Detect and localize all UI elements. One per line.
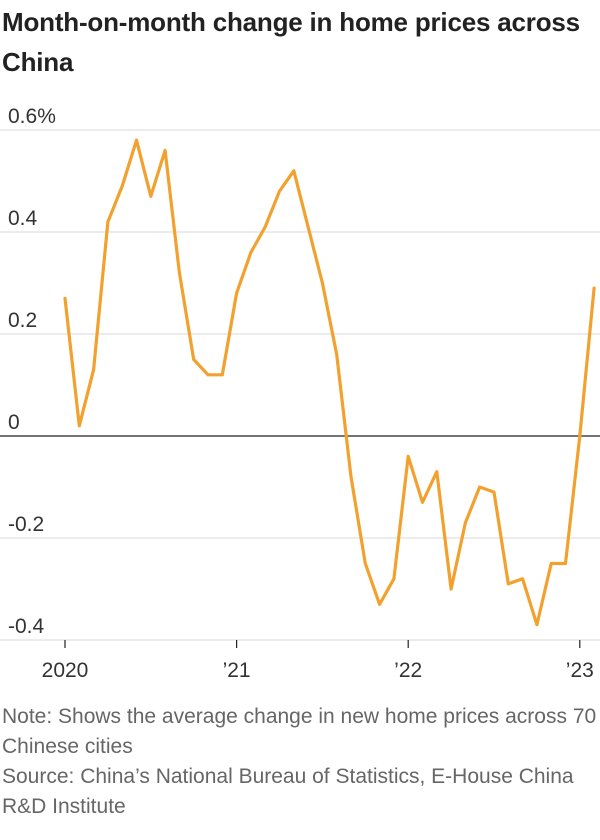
y-tick-label: 0.4 bbox=[8, 207, 38, 230]
data-point-2022-01 bbox=[407, 455, 410, 458]
data-point-2021-11 bbox=[378, 603, 381, 606]
data-point-2020-02 bbox=[78, 424, 81, 427]
y-tick-label: 0 bbox=[8, 411, 20, 434]
data-point-2020-11 bbox=[207, 373, 210, 376]
data-point-2023-01 bbox=[578, 435, 581, 438]
data-point-2021-01 bbox=[235, 292, 238, 295]
data-point-2022-04 bbox=[450, 588, 453, 591]
data-point-2022-05 bbox=[464, 521, 467, 524]
gridlines bbox=[0, 129, 600, 641]
data-point-2022-02 bbox=[421, 501, 424, 504]
data-point-2022-07 bbox=[493, 491, 496, 494]
x-tick-label: ’23 bbox=[566, 659, 594, 682]
data-point-2021-12 bbox=[392, 577, 395, 580]
data-point-2022-08 bbox=[507, 582, 510, 585]
line-chart: 0.6% 0.4 0.2 0 -0.2 -0.4 2020 ’21 ’22 ’23 bbox=[0, 105, 600, 682]
series-line bbox=[63, 138, 596, 627]
data-points bbox=[64, 139, 596, 627]
data-point-2020-07 bbox=[149, 195, 152, 198]
data-point-2020-03 bbox=[92, 368, 95, 371]
data-point-2020-05 bbox=[121, 185, 124, 188]
y-tick-label: 0.2 bbox=[8, 309, 37, 332]
data-point-2020-09 bbox=[178, 271, 181, 274]
y-tick-label: -0.4 bbox=[8, 615, 45, 638]
data-point-2021-02 bbox=[249, 251, 252, 254]
data-point-2021-08 bbox=[335, 353, 338, 356]
y-tick-label: -0.2 bbox=[8, 513, 44, 536]
data-point-2021-10 bbox=[364, 562, 367, 565]
data-point-2020-01 bbox=[64, 297, 67, 300]
data-point-2020-04 bbox=[106, 220, 109, 223]
data-point-2022-10 bbox=[535, 623, 538, 626]
data-point-2021-04 bbox=[278, 190, 281, 193]
data-point-2022-12 bbox=[564, 562, 567, 565]
x-tick-label: 2020 bbox=[42, 659, 89, 682]
chart-title: Month-on-month change in home prices acr… bbox=[2, 7, 580, 77]
data-point-2021-06 bbox=[307, 225, 310, 228]
data-point-2022-06 bbox=[478, 486, 481, 489]
x-tick-label: ’21 bbox=[223, 659, 251, 682]
data-point-2022-03 bbox=[435, 470, 438, 473]
x-tick-label: ’22 bbox=[394, 659, 422, 682]
y-tick-label: 0.6% bbox=[8, 105, 56, 128]
source-text: Source: China’s National Bureau of Stati… bbox=[2, 765, 574, 818]
data-point-2022-09 bbox=[521, 577, 524, 580]
data-point-2020-06 bbox=[135, 139, 138, 142]
data-point-2021-09 bbox=[350, 475, 353, 478]
data-point-2020-10 bbox=[192, 358, 195, 361]
data-point-2021-05 bbox=[292, 169, 295, 172]
data-point-2021-03 bbox=[264, 225, 267, 228]
footnote: Note: Shows the average change in new ho… bbox=[2, 702, 597, 822]
data-point-2022-11 bbox=[550, 562, 553, 565]
note-text: Note: Shows the average change in new ho… bbox=[2, 705, 597, 758]
data-point-2020-08 bbox=[164, 149, 167, 152]
y-axis-tick-labels: 0.6% 0.4 0.2 0 -0.2 -0.4 bbox=[8, 105, 56, 638]
x-axis: 2020 ’21 ’22 ’23 bbox=[42, 640, 594, 682]
data-point-2020-12 bbox=[221, 373, 224, 376]
data-point-2021-07 bbox=[321, 282, 324, 285]
data-point-2023-02 bbox=[593, 287, 596, 290]
